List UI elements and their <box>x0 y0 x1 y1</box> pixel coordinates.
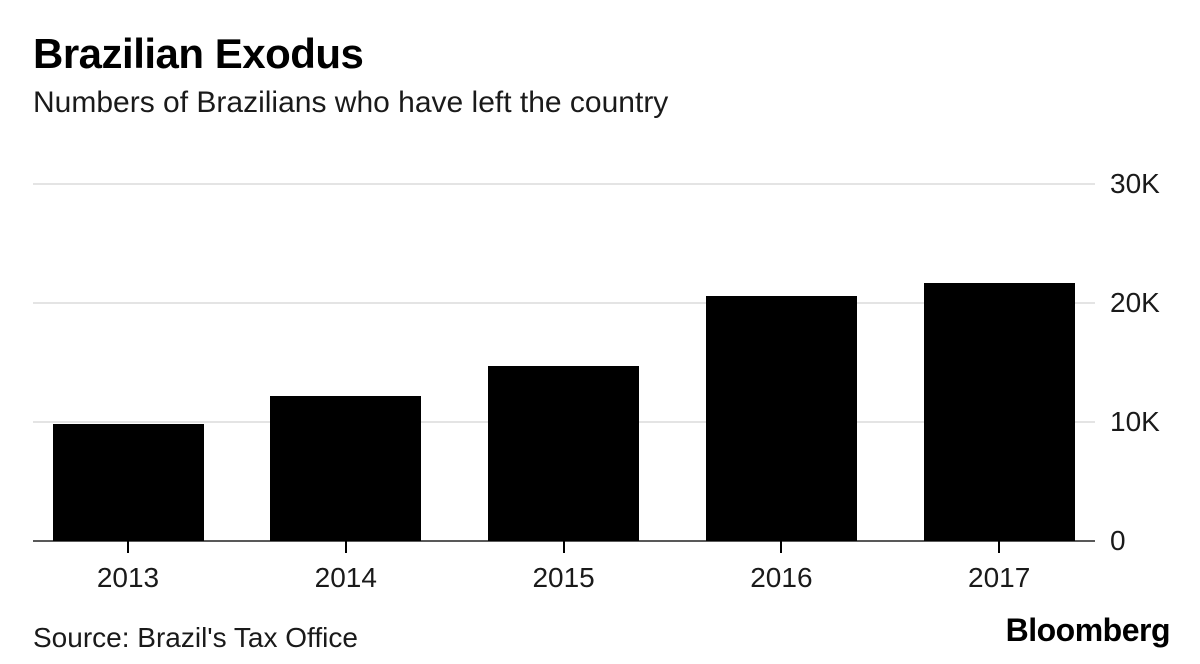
bar-2016 <box>705 295 857 541</box>
chart-subtitle: Numbers of Brazilians who have left the … <box>33 86 669 119</box>
source-note: Source: Brazil's Tax Office <box>33 622 358 653</box>
gridline-20K <box>33 302 1095 304</box>
x-axis-tick-2015 <box>562 541 565 553</box>
bar-2014 <box>270 395 422 541</box>
y-axis-label-30K: 30K <box>1110 168 1160 199</box>
y-axis-label-0: 0 <box>1110 525 1126 556</box>
x-axis-tick-2016 <box>780 541 783 553</box>
chart-title: Brazilian Exodus <box>33 30 364 77</box>
gridline-30K <box>33 183 1095 185</box>
x-axis-label-2015: 2015 <box>532 562 595 593</box>
x-axis-label-2013: 2013 <box>96 562 160 593</box>
bar-2013 <box>52 424 204 541</box>
bar-2017 <box>923 282 1075 541</box>
x-axis-label-2017: 2017 <box>968 562 1031 593</box>
x-axis-label-2014: 2014 <box>314 562 377 593</box>
x-axis-tick-2014 <box>344 541 347 553</box>
y-axis-label-10K: 10K <box>1110 406 1160 437</box>
x-axis-tick-2013 <box>127 541 129 553</box>
x-axis-tick-2017 <box>998 541 1001 553</box>
x-axis-label-2016: 2016 <box>750 562 813 593</box>
y-axis-label-20K: 20K <box>1110 287 1160 318</box>
bloomberg-logo: Bloomberg <box>1005 612 1171 648</box>
bar-2015 <box>488 366 640 541</box>
